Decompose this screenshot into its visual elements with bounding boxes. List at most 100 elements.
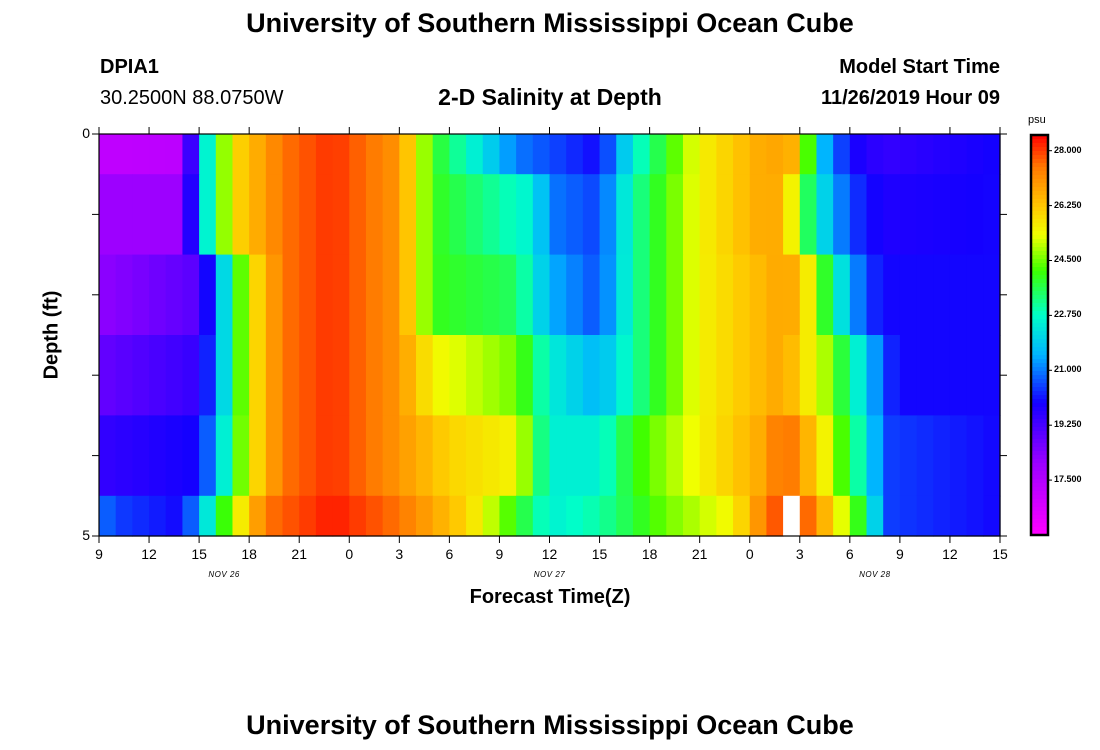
x-tick-label: 6 xyxy=(445,546,454,562)
colorbar-swatch xyxy=(1031,271,1048,276)
colorbar-swatch xyxy=(1031,471,1048,476)
heatmap-cell xyxy=(649,254,667,336)
heatmap-cell xyxy=(416,335,434,416)
colorbar-swatch xyxy=(1031,479,1048,484)
heatmap-cell xyxy=(783,134,801,175)
heatmap-cell xyxy=(966,495,984,537)
colorbar-swatch xyxy=(1031,459,1048,464)
colorbar-swatch xyxy=(1031,371,1048,376)
x-axis-ticks xyxy=(98,127,1001,543)
colorbar-swatch xyxy=(1031,199,1048,204)
heatmap-cell xyxy=(232,415,250,497)
heatmap-cell xyxy=(582,495,601,537)
heatmap-cell xyxy=(866,134,884,175)
heatmap-cell xyxy=(566,254,584,336)
x-tick-label: 15 xyxy=(992,546,1008,562)
heatmap-cell xyxy=(499,174,517,256)
heatmap-cell xyxy=(549,254,567,336)
heatmap-cell xyxy=(783,495,801,537)
heatmap-cell xyxy=(115,174,133,256)
heatmap-cell xyxy=(265,134,284,175)
heatmap-cell xyxy=(849,335,868,416)
colorbar-swatch xyxy=(1031,343,1048,348)
heatmap-cell xyxy=(499,415,517,497)
heatmap-cell xyxy=(215,335,234,416)
heatmap-cell xyxy=(532,254,551,336)
heatmap-cell xyxy=(149,134,167,175)
heatmap-cell xyxy=(315,335,334,416)
colorbar-swatch xyxy=(1031,415,1048,420)
heatmap-cell xyxy=(399,174,417,256)
heatmap-cell xyxy=(632,415,651,497)
colorbar-swatch xyxy=(1031,263,1048,268)
colorbar-swatch xyxy=(1031,463,1048,468)
colorbar-swatch xyxy=(1031,451,1048,456)
heatmap-cell xyxy=(282,254,300,336)
colorbar-swatch xyxy=(1031,311,1048,316)
colorbar-swatch xyxy=(1031,519,1048,524)
heatmap-cell xyxy=(165,335,184,416)
heatmap-cell xyxy=(733,335,751,416)
heatmap-cell xyxy=(833,495,851,537)
colorbar-swatch xyxy=(1031,391,1048,396)
heatmap-cell xyxy=(199,254,217,336)
heatmap-cell xyxy=(99,254,117,336)
heatmap-cell xyxy=(382,495,400,537)
colorbar-swatch xyxy=(1031,147,1048,152)
heatmap-cell xyxy=(132,134,150,175)
heatmap-cell xyxy=(516,174,534,256)
heatmap-cell xyxy=(983,495,1001,537)
heatmap-cell xyxy=(949,134,968,175)
x-tick-label: 0 xyxy=(345,546,354,562)
heatmap-cell xyxy=(783,254,801,336)
heatmap-cell xyxy=(182,415,200,497)
heatmap-cell xyxy=(632,134,651,175)
colorbar-swatch xyxy=(1031,327,1048,332)
heatmap-cell xyxy=(416,254,434,336)
heatmap-cell xyxy=(482,495,501,537)
heatmap-cell xyxy=(399,134,417,175)
heatmap-cell xyxy=(949,415,968,497)
heatmap-cell xyxy=(783,335,801,416)
heatmap-cell xyxy=(766,254,784,336)
heatmap-cell xyxy=(232,174,250,256)
heatmap-cell xyxy=(933,134,951,175)
heatmap-cell xyxy=(165,495,184,537)
colorbar-swatch xyxy=(1031,347,1048,352)
heatmap-cell xyxy=(666,134,684,175)
colorbar-swatch xyxy=(1031,399,1048,404)
colorbar-swatch xyxy=(1031,435,1048,440)
x-tick-label: 12 xyxy=(541,546,558,562)
colorbar-swatch xyxy=(1031,359,1048,364)
colorbar-swatch xyxy=(1031,339,1048,344)
heatmap-cell xyxy=(749,335,768,416)
heatmap-cell xyxy=(232,495,250,537)
colorbar-swatch xyxy=(1031,171,1048,176)
colorbar-swatch xyxy=(1031,303,1048,308)
heatmap-cell xyxy=(849,495,868,537)
heatmap-cell xyxy=(516,335,534,416)
heatmap-cell xyxy=(883,254,901,336)
x-tick-label: 3 xyxy=(795,546,804,562)
heatmap-cell xyxy=(249,254,267,336)
colorbar-swatch xyxy=(1031,279,1048,284)
heatmap-cell xyxy=(265,335,284,416)
heatmap-cell xyxy=(432,495,450,537)
heatmap-cell xyxy=(516,134,534,175)
colorbar-swatch xyxy=(1031,375,1048,380)
x-tick-label: 12 xyxy=(942,546,958,562)
colorbar-swatch xyxy=(1031,495,1048,500)
heatmap-cell xyxy=(349,415,367,497)
colorbar-swatch xyxy=(1031,255,1048,260)
heatmap-cell xyxy=(949,254,968,336)
heatmap-cell xyxy=(682,335,701,416)
colorbar-swatch xyxy=(1031,431,1048,436)
date-label: NOV 28 xyxy=(859,570,891,579)
heatmap-cell xyxy=(399,335,417,416)
colorbar-swatch xyxy=(1031,195,1048,200)
heatmap-cell xyxy=(449,495,467,537)
heatmap-cell xyxy=(566,415,584,497)
heatmap-cell xyxy=(916,134,934,175)
heatmap-cell xyxy=(816,335,834,416)
heatmap-cell xyxy=(966,134,984,175)
